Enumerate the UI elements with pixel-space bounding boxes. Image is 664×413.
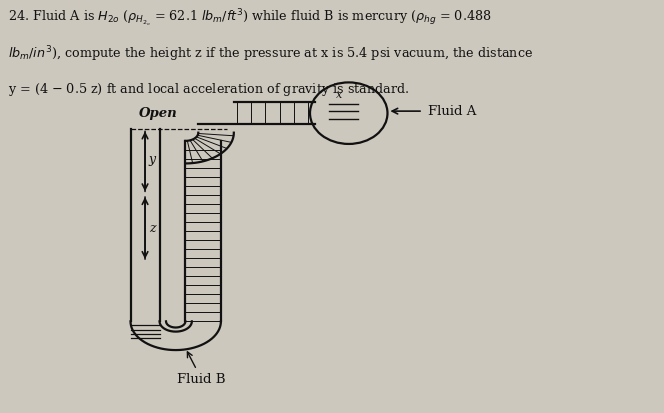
Text: $lb_m/in^3$), compute the height z if the pressure at x is 5.4 psi vacuum, the d: $lb_m/in^3$), compute the height z if th… [8,45,533,64]
Text: y: y [149,153,156,166]
Text: Fluid A: Fluid A [428,104,477,118]
Text: z: z [149,221,155,235]
Text: Open: Open [139,107,177,119]
Ellipse shape [310,83,388,144]
Text: y = (4 $-$ 0.5 z) ft and local acceleration of gravity is standard.: y = (4 $-$ 0.5 z) ft and local accelerat… [8,81,409,98]
Text: 24. Fluid A is $H_{2o}$ ($\rho_{H_{2_o}}$ = 62.1 $lb_m/ft^3$) while fluid B is m: 24. Fluid A is $H_{2o}$ ($\rho_{H_{2_o}}… [8,7,491,29]
Text: x: x [336,90,342,100]
Text: Fluid B: Fluid B [177,352,226,386]
